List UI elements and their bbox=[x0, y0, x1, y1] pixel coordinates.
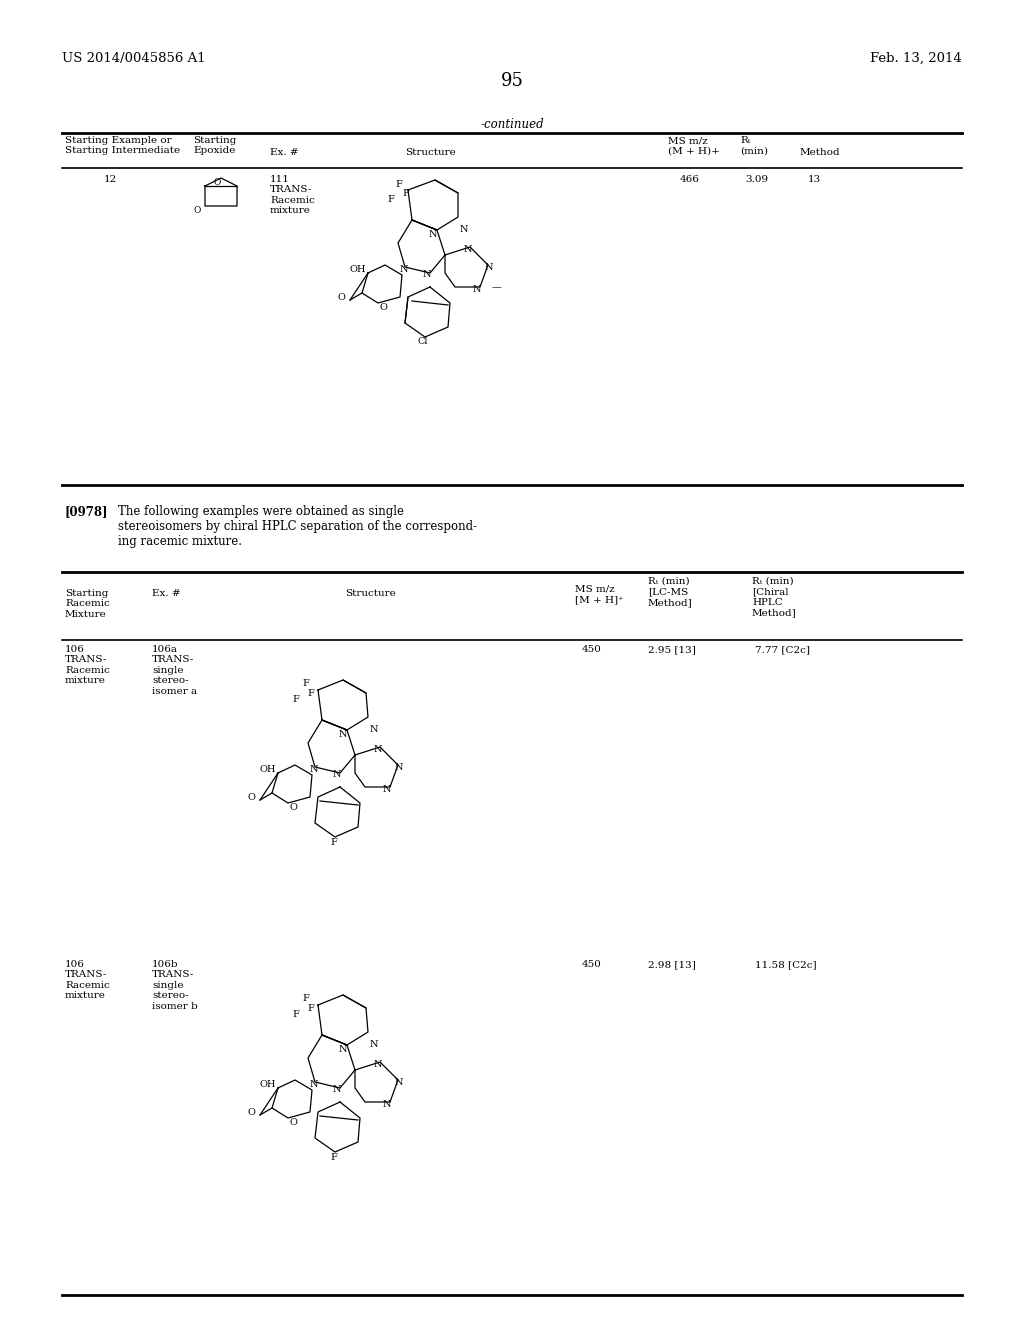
Text: 2.98 [13]: 2.98 [13] bbox=[648, 960, 696, 969]
Text: N: N bbox=[383, 1100, 391, 1109]
Text: N: N bbox=[339, 1045, 347, 1053]
Text: N: N bbox=[395, 763, 403, 772]
Text: N: N bbox=[310, 1080, 318, 1089]
Text: Starting Example or
Starting Intermediate: Starting Example or Starting Intermediat… bbox=[65, 136, 180, 156]
Text: Ex. #: Ex. # bbox=[270, 148, 299, 157]
Text: F: F bbox=[307, 1005, 314, 1012]
Text: 450: 450 bbox=[582, 645, 602, 653]
Text: 3.09: 3.09 bbox=[745, 176, 768, 183]
Text: Ex. #: Ex. # bbox=[152, 589, 180, 598]
Text: 11.58 [C2c]: 11.58 [C2c] bbox=[755, 960, 816, 969]
Text: Rₜ (min)
[LC-MS
Method]: Rₜ (min) [LC-MS Method] bbox=[648, 577, 693, 607]
Text: 7.77 [C2c]: 7.77 [C2c] bbox=[755, 645, 810, 653]
Text: N: N bbox=[423, 271, 431, 279]
Text: F: F bbox=[302, 994, 309, 1003]
Text: N: N bbox=[370, 1040, 379, 1049]
Text: MS m/z
(M + H)+: MS m/z (M + H)+ bbox=[668, 136, 720, 156]
Text: N: N bbox=[395, 1078, 403, 1086]
Text: —: — bbox=[492, 282, 502, 292]
Text: N: N bbox=[370, 725, 379, 734]
Text: N: N bbox=[460, 224, 469, 234]
Text: US 2014/0045856 A1: US 2014/0045856 A1 bbox=[62, 51, 206, 65]
Text: N: N bbox=[485, 263, 494, 272]
Text: Rₜ (min)
[Chiral
HPLC
Method]: Rₜ (min) [Chiral HPLC Method] bbox=[752, 577, 797, 618]
Text: MS m/z
[M + H]⁺: MS m/z [M + H]⁺ bbox=[575, 585, 624, 605]
Text: O: O bbox=[248, 1107, 256, 1117]
Text: 106
TRANS-
Racemic
mixture: 106 TRANS- Racemic mixture bbox=[65, 645, 110, 685]
Text: F: F bbox=[395, 180, 401, 189]
Text: N: N bbox=[400, 265, 409, 275]
Text: 466: 466 bbox=[680, 176, 699, 183]
Text: F: F bbox=[292, 1010, 299, 1019]
Text: O: O bbox=[194, 206, 202, 215]
Text: Rₜ
(min): Rₜ (min) bbox=[740, 136, 768, 156]
Text: 450: 450 bbox=[582, 960, 602, 969]
Text: N: N bbox=[339, 730, 347, 739]
Text: 95: 95 bbox=[501, 73, 523, 90]
Text: Starting
Racemic
Mixture: Starting Racemic Mixture bbox=[65, 589, 110, 619]
Text: [0978]: [0978] bbox=[65, 506, 109, 517]
Text: Starting
Epoxide: Starting Epoxide bbox=[193, 136, 237, 156]
Text: F: F bbox=[387, 195, 394, 205]
Text: O: O bbox=[248, 793, 256, 803]
Text: O: O bbox=[290, 803, 298, 812]
Text: O: O bbox=[380, 304, 388, 312]
Text: F: F bbox=[331, 1152, 338, 1162]
Text: OH: OH bbox=[260, 766, 276, 774]
Text: Structure: Structure bbox=[404, 148, 456, 157]
Text: N: N bbox=[333, 770, 341, 779]
Text: N: N bbox=[383, 785, 391, 795]
Text: O: O bbox=[290, 1118, 298, 1127]
Text: N: N bbox=[464, 246, 472, 253]
Text: F: F bbox=[307, 689, 314, 698]
Text: The following examples were obtained as single
stereoisomers by chiral HPLC sepa: The following examples were obtained as … bbox=[118, 506, 477, 548]
Text: N: N bbox=[429, 230, 437, 239]
Text: O: O bbox=[213, 178, 221, 187]
Text: N: N bbox=[374, 1060, 382, 1069]
Text: N: N bbox=[374, 744, 382, 754]
Text: Structure: Structure bbox=[345, 589, 395, 598]
Text: 106a
TRANS-
single
stereo-
isomer a: 106a TRANS- single stereo- isomer a bbox=[152, 645, 198, 696]
Text: F: F bbox=[402, 189, 409, 198]
Text: 2.95 [13]: 2.95 [13] bbox=[648, 645, 696, 653]
Text: N: N bbox=[333, 1085, 341, 1094]
Text: OH: OH bbox=[260, 1080, 276, 1089]
Text: O: O bbox=[338, 293, 346, 302]
Text: OH: OH bbox=[350, 265, 367, 275]
Text: F: F bbox=[331, 838, 338, 847]
Text: 12: 12 bbox=[103, 176, 117, 183]
Text: Cl: Cl bbox=[418, 337, 428, 346]
Text: -continued: -continued bbox=[480, 117, 544, 131]
Text: N: N bbox=[310, 766, 318, 774]
Text: 106
TRANS-
Racemic
mixture: 106 TRANS- Racemic mixture bbox=[65, 960, 110, 1001]
Text: 111
TRANS-
Racemic
mixture: 111 TRANS- Racemic mixture bbox=[270, 176, 314, 215]
Text: F: F bbox=[302, 678, 309, 688]
Text: 13: 13 bbox=[808, 176, 821, 183]
Text: 106b
TRANS-
single
stereo-
isomer b: 106b TRANS- single stereo- isomer b bbox=[152, 960, 198, 1011]
Text: Feb. 13, 2014: Feb. 13, 2014 bbox=[870, 51, 962, 65]
Text: Method: Method bbox=[800, 148, 841, 157]
Text: F: F bbox=[292, 696, 299, 704]
Text: N: N bbox=[473, 285, 481, 294]
